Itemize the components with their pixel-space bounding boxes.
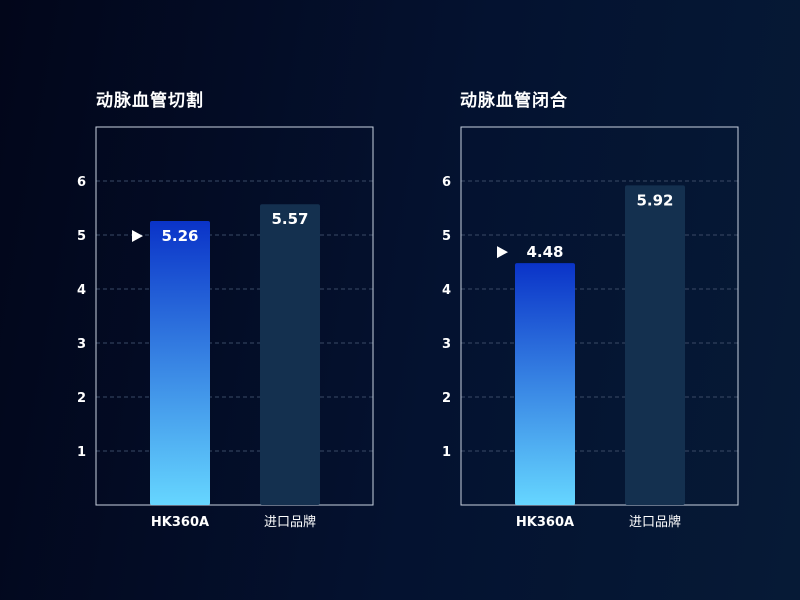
bar-hk360a: [150, 220, 210, 505]
y-tick-label: 3: [442, 337, 451, 352]
y-tick-label: 1: [77, 445, 86, 460]
bar-imported-brand: [260, 204, 320, 505]
y-tick-label: 1: [442, 445, 451, 460]
x-category-label: 进口品牌: [629, 514, 681, 530]
y-tick-label: 3: [77, 337, 86, 352]
bar-imported-brand: [625, 185, 685, 505]
y-tick-label: 2: [442, 391, 451, 406]
bar-value-label: 4.48: [526, 243, 563, 261]
bar-hk360a: [515, 263, 575, 505]
bar-value-label: 5.26: [161, 227, 198, 245]
y-tick-label: 6: [77, 175, 86, 190]
x-category-label: HK360A: [516, 515, 574, 530]
x-category-label: 进口品牌: [264, 514, 316, 530]
chart-title-sealing: 动脉血管闭合: [460, 91, 568, 111]
y-tick-label: 2: [77, 391, 86, 406]
bar-value-label: 5.92: [636, 191, 673, 209]
chart-title-cutting: 动脉血管切割: [96, 91, 204, 111]
y-tick-label: 5: [77, 229, 86, 244]
x-category-label: HK360A: [151, 515, 209, 530]
y-tick-label: 4: [77, 283, 86, 298]
y-tick-label: 6: [442, 175, 451, 190]
plot-frame: [95, 126, 374, 506]
highlight-marker-icon: [132, 229, 143, 242]
highlight-marker-icon: [497, 246, 508, 259]
y-tick-label: 4: [442, 283, 451, 298]
plot-frame: [460, 126, 739, 506]
bar-value-label: 5.57: [271, 210, 308, 228]
y-tick-label: 5: [442, 229, 451, 244]
